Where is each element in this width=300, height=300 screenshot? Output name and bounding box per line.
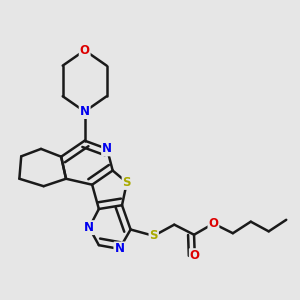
Text: S: S — [123, 176, 131, 189]
Text: S: S — [149, 230, 158, 242]
Text: O: O — [80, 44, 90, 57]
Text: O: O — [208, 217, 218, 230]
Text: N: N — [102, 142, 112, 155]
Text: N: N — [114, 242, 124, 255]
Text: N: N — [80, 105, 90, 118]
Text: N: N — [84, 221, 94, 234]
Text: O: O — [190, 249, 200, 262]
